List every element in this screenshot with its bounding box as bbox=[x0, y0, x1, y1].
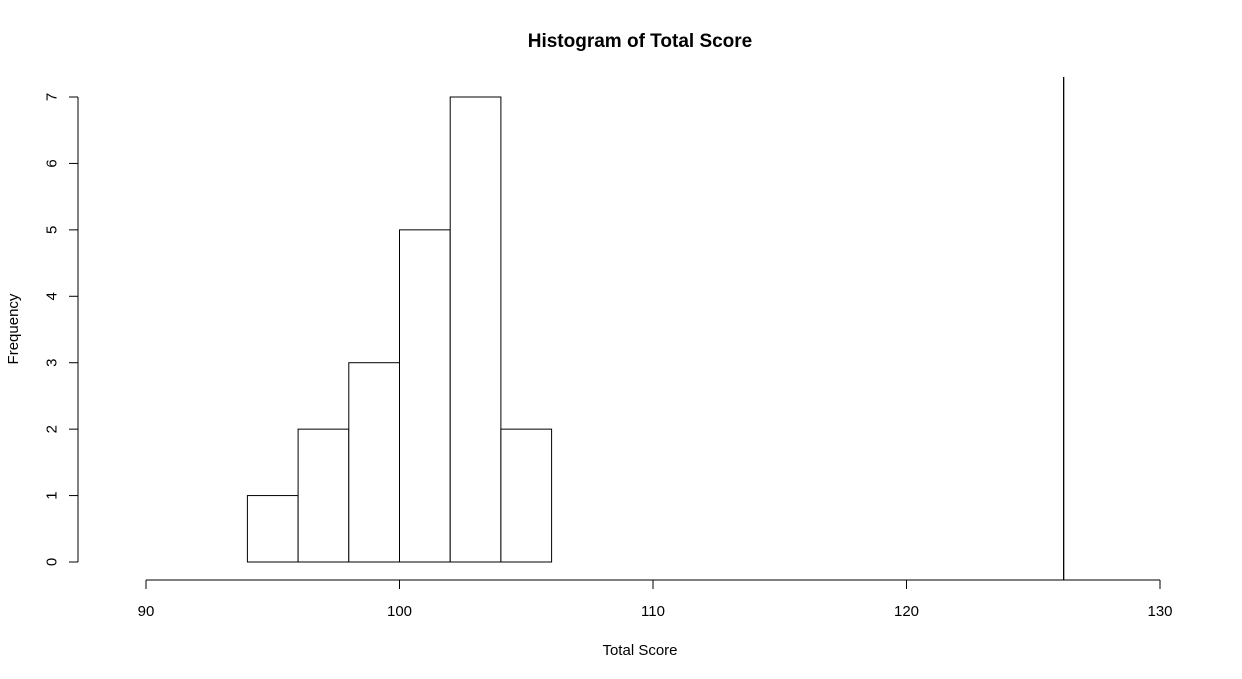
y-tick-label: 1 bbox=[43, 491, 60, 499]
histogram-bar bbox=[246, 495, 299, 563]
x-tick-label: 100 bbox=[387, 603, 412, 620]
histogram-bar bbox=[399, 229, 451, 563]
x-axis: 90 100 110 120 130 bbox=[138, 579, 1173, 620]
x-axis-label: Total Score bbox=[602, 642, 677, 659]
chart-title: Histogram of Total Score bbox=[528, 31, 753, 52]
y-tick-label: 0 bbox=[43, 558, 60, 566]
y-tick-label: 3 bbox=[43, 359, 60, 367]
x-tick-label: 90 bbox=[138, 603, 155, 620]
x-tick-label: 120 bbox=[894, 603, 919, 620]
y-axis-label: Frequency bbox=[5, 293, 22, 364]
histogram-bar bbox=[500, 428, 553, 563]
y-tick-label: 7 bbox=[43, 93, 60, 101]
x-tick-label: 130 bbox=[1147, 603, 1172, 620]
y-tick-label: 6 bbox=[43, 159, 60, 167]
x-tick-label: 110 bbox=[641, 603, 665, 620]
histogram-bar bbox=[297, 428, 350, 563]
histogram-bars bbox=[246, 96, 553, 563]
histogram-bar bbox=[348, 362, 400, 563]
y-tick-label: 4 bbox=[43, 292, 60, 300]
histogram-bar bbox=[449, 96, 502, 563]
y-tick-label: 2 bbox=[43, 425, 60, 433]
y-tick-label: 5 bbox=[43, 226, 60, 234]
y-axis: 0 1 2 3 4 5 6 7 bbox=[43, 93, 79, 566]
